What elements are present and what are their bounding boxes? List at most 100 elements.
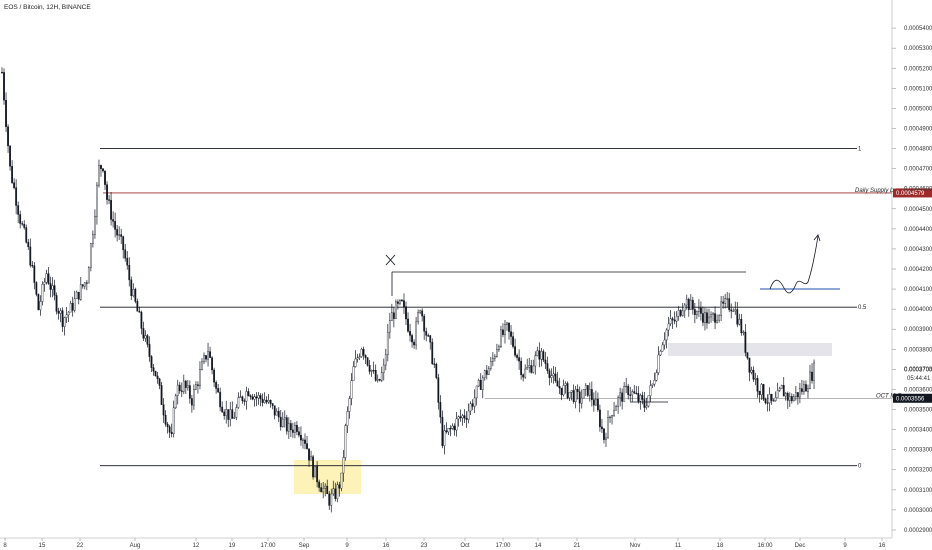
candle xyxy=(570,390,573,401)
candle-body-up xyxy=(675,315,678,322)
candle xyxy=(249,394,252,400)
candle-body-down xyxy=(401,299,403,302)
candle-body-up xyxy=(386,331,389,356)
candle xyxy=(188,380,191,404)
candle-body-up xyxy=(91,234,94,244)
x-tick-label: 19 xyxy=(229,543,236,549)
candle-body-down xyxy=(100,165,102,169)
candle xyxy=(556,371,559,387)
candle xyxy=(407,312,409,333)
candle xyxy=(368,359,371,375)
candle-body-down xyxy=(231,409,234,419)
candle-body-up xyxy=(720,301,723,316)
level-label: 0 xyxy=(858,464,862,470)
candle-body-up xyxy=(174,395,177,409)
candle-body-down xyxy=(411,335,413,343)
candle-body-up xyxy=(239,396,242,398)
candle xyxy=(192,384,195,410)
candle xyxy=(498,344,500,352)
candle-body-up xyxy=(342,457,345,474)
candle xyxy=(312,455,314,480)
candle xyxy=(655,369,658,382)
candle-body-down xyxy=(714,313,716,323)
candle-body-up xyxy=(724,298,727,304)
candle xyxy=(768,387,771,412)
y-tick-label: 0.0003700 xyxy=(904,367,932,373)
candle xyxy=(225,400,228,424)
candle xyxy=(582,388,585,399)
x-tick-label: 15 xyxy=(39,543,46,549)
candle-body-up xyxy=(483,370,486,379)
candle-body-up xyxy=(540,351,543,360)
candle xyxy=(67,310,70,322)
candle-body-down xyxy=(546,363,549,371)
candle xyxy=(15,179,18,215)
candle-body-up xyxy=(526,367,529,370)
candle-body-up xyxy=(382,364,385,373)
y-tick-label: 0.0004800 xyxy=(904,147,932,153)
candle xyxy=(651,383,654,388)
candle xyxy=(483,369,486,381)
candle xyxy=(334,482,337,502)
candle-body-up xyxy=(647,395,650,407)
candle-body-up xyxy=(794,392,797,397)
candle-body-down xyxy=(368,365,371,372)
candle xyxy=(306,435,308,450)
candle xyxy=(156,371,159,384)
candle-body-down xyxy=(362,348,365,356)
candle xyxy=(540,348,543,367)
candle xyxy=(277,407,280,423)
candle xyxy=(479,373,482,390)
candle-body-up xyxy=(788,396,791,401)
candle xyxy=(358,353,361,361)
candle xyxy=(85,280,88,291)
candle xyxy=(627,383,630,400)
candle-body-up xyxy=(348,398,351,412)
y-tick-label: 0.0004600 xyxy=(904,187,932,193)
candle-body-down xyxy=(338,484,341,489)
candle xyxy=(568,392,571,401)
daily-supply-low-label: Daily Supply Low xyxy=(855,188,902,194)
candle xyxy=(734,301,737,315)
candle-body-up xyxy=(89,243,92,268)
candle xyxy=(809,364,811,390)
candle xyxy=(350,373,353,406)
candle xyxy=(637,386,640,404)
candle-body-down xyxy=(510,331,512,337)
candle-body-up xyxy=(182,380,185,392)
candle xyxy=(698,299,700,317)
candle-body-down xyxy=(766,402,769,404)
candle xyxy=(647,395,650,408)
candle-body-up xyxy=(203,355,205,363)
candle xyxy=(81,284,84,289)
x-tick-label: 22 xyxy=(77,543,84,549)
candle xyxy=(201,357,203,371)
candle-body-up xyxy=(738,318,741,325)
candle-body-up xyxy=(710,314,712,318)
candle-body-up xyxy=(708,316,710,324)
chart-title: EOS / Bitcoin, 12H, BINANCE xyxy=(4,4,91,11)
candle-body-up xyxy=(487,368,490,375)
candle-body-down xyxy=(217,388,220,393)
candle xyxy=(730,303,733,319)
candle-body-up xyxy=(281,418,284,428)
candle-body-up xyxy=(792,396,795,402)
candle-body-down xyxy=(572,390,575,402)
candle-body-down xyxy=(158,378,161,386)
candle-body-down xyxy=(162,404,165,416)
candle-body-down xyxy=(53,285,56,296)
candle xyxy=(558,377,561,394)
candle-body-up xyxy=(467,410,470,420)
candle xyxy=(197,381,199,394)
candle xyxy=(562,379,565,397)
candle xyxy=(17,201,20,224)
candle xyxy=(500,325,502,348)
candle-body-up xyxy=(63,317,66,327)
candle xyxy=(536,346,539,357)
candle xyxy=(160,381,163,405)
candle-body-down xyxy=(423,315,426,332)
time-axis: 8 15 22 Aug 12 19 17:00 Sep 9 16 23 Oct 17:00 14 21 Nov… xyxy=(3,538,886,549)
candle xyxy=(221,401,224,413)
